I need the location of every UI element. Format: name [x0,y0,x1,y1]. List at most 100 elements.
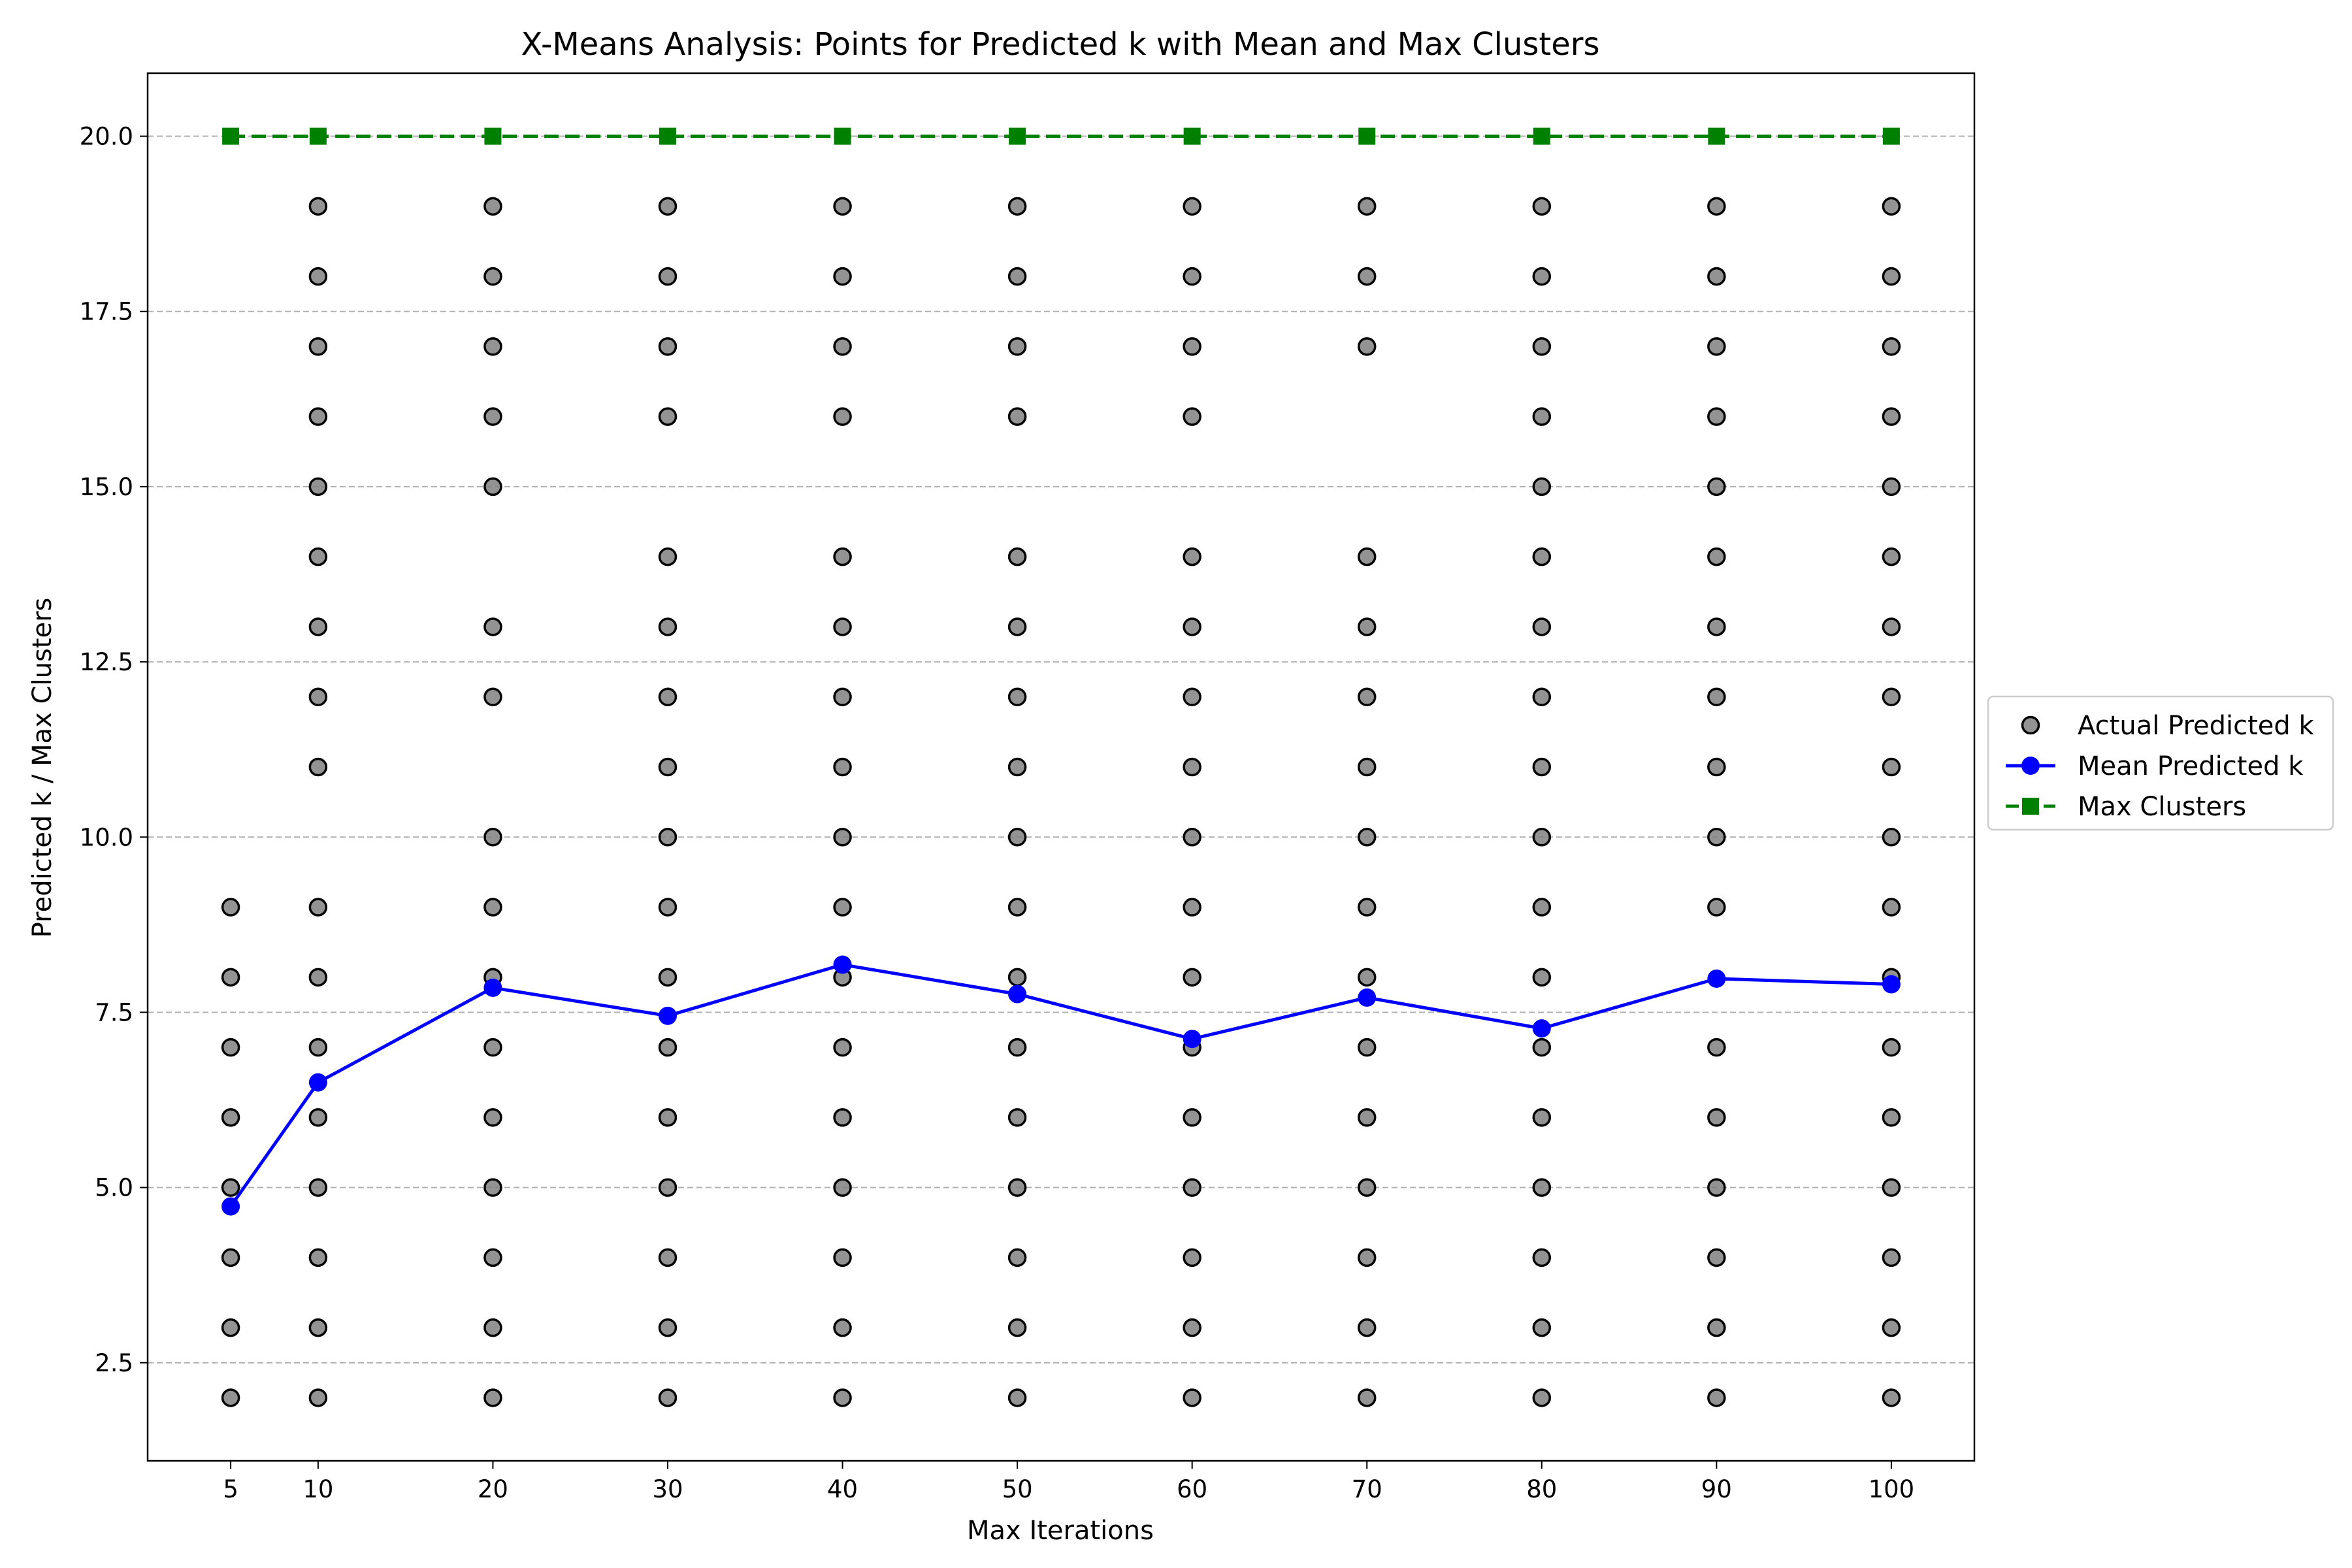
scatter-point [658,1248,678,1267]
scatter-point [1357,1037,1377,1057]
scatter-point [1707,477,1726,497]
scatter-point [1882,197,1901,216]
legend-marker-actual [2021,715,2040,735]
scatter-point [833,547,852,566]
scatter-point [1357,1248,1377,1267]
mean-predicted-marker [1532,1019,1551,1038]
scatter-point [308,477,328,497]
scatter-point [1532,687,1552,706]
scatter-point [833,197,852,216]
scatter-point [1882,898,1901,917]
max-clusters-marker [309,127,327,145]
scatter-point [483,1248,502,1267]
scatter-point [833,1037,852,1057]
scatter-point [1357,757,1377,777]
chart-title: X-Means Analysis: Points for Predicted k… [521,26,1600,63]
scatter-point [1007,1388,1027,1407]
scatter-point [1882,687,1901,706]
scatter-point [483,828,502,847]
scatter-point [833,757,852,777]
scatter-point [1882,1108,1901,1127]
scatter-point [658,1037,678,1057]
scatter-point [1707,757,1726,777]
max-clusters-marker [1183,127,1201,145]
scatter-point [1007,968,1027,987]
scatter-point [833,1108,852,1127]
scatter-point [1183,1108,1201,1127]
scatter-point [308,898,328,917]
scatter-point [1183,1248,1201,1267]
scatter-point [1357,197,1377,216]
scatter-point [1532,898,1552,917]
max-clusters-marker [1708,127,1725,145]
scatter-point [1882,1388,1901,1407]
scatter-point [1707,407,1726,426]
scatter-point [308,1108,328,1127]
legend-box [1987,695,2334,831]
scatter-point [221,1037,240,1057]
scatter-point [1882,1037,1901,1057]
scatter-point [658,757,678,777]
scatter-point [1532,828,1552,847]
scatter-point [1007,1318,1027,1337]
max-clusters-marker [834,127,851,145]
scatter-point [308,757,328,777]
scatter-point [1357,547,1377,566]
mean-predicted-marker [1183,1030,1201,1049]
scatter-point [221,968,240,987]
scatter-point [1532,1178,1552,1197]
scatter-point [308,1248,328,1267]
scatter-point [1532,968,1552,987]
scatter-point [1357,898,1377,917]
scatter-point [1007,898,1027,917]
scatter-point [1007,617,1027,636]
scatter-point [483,1037,502,1057]
lines [221,127,1901,1216]
scatter-point [308,197,328,216]
y-tick-label: 20.0 [80,123,133,151]
scatter-point [308,267,328,286]
scatter-point [1882,547,1901,566]
scatter-point [1532,617,1552,636]
legend: Actual Predicted k Mean Predicted k Max Cl… [1987,695,2334,831]
scatter-point [483,1178,502,1197]
scatter-point [1532,1108,1552,1127]
scatter-point [221,1108,240,1127]
scatter-point [658,968,678,987]
x-tick-label: 50 [1002,1475,1033,1503]
scatter-point [1532,197,1552,216]
mean-predicted-marker [1882,975,1901,994]
mean-predicted-marker [1707,969,1726,988]
scatter-point [1357,337,1377,356]
scatter-point [1882,477,1901,497]
scatter-point [1007,757,1027,777]
scatter-point [658,407,678,426]
scatter-point [483,687,502,706]
scatter-point [308,547,328,566]
scatter-point [833,407,852,426]
scatter-point [833,1178,852,1197]
scatter-points [221,197,1901,1407]
scatter-point [1882,1248,1901,1267]
scatter-point [658,197,678,216]
scatter-point [483,407,502,426]
scatter-point [833,687,852,706]
scatter-point [1183,828,1201,847]
max-clusters-marker [1533,127,1550,145]
y-tick-label: 10.0 [80,823,133,851]
mean-predicted-marker [483,978,502,997]
scatter-point [1707,267,1726,286]
scatter-point [483,337,502,356]
scatter-point [658,337,678,356]
scatter-point [1183,757,1201,777]
scatter-point [833,828,852,847]
axis-ticks: 2.5 5.0 7.5 10.0 12.5 15.0 17.5 20.0 5 10 20 30 40 50… [80,123,1915,1503]
mean-predicted-marker [308,1073,327,1092]
scatter-point [1532,1248,1552,1267]
scatter-point [1183,197,1201,216]
scatter-point [1707,1388,1726,1407]
scatter-point [1882,617,1901,636]
scatter-point [833,267,852,286]
scatter-point [308,1388,328,1407]
scatter-point [308,407,328,426]
